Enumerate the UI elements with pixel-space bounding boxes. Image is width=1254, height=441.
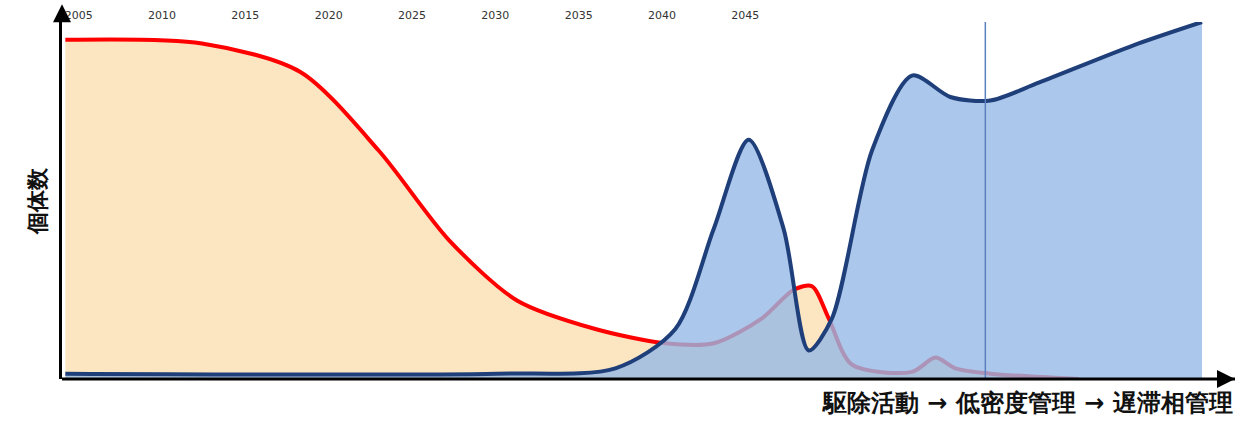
svg-text:2045: 2045 — [731, 9, 759, 22]
svg-text:2015: 2015 — [231, 9, 259, 22]
svg-text:2005: 2005 — [65, 9, 93, 22]
svg-text:2035: 2035 — [565, 9, 593, 22]
svg-text:駆除活動 → 低密度管理 → 遅滞相管理: 駆除活動 → 低密度管理 → 遅滞相管理 — [822, 389, 1233, 417]
svg-text:2030: 2030 — [481, 9, 509, 22]
svg-text:2025: 2025 — [398, 9, 426, 22]
svg-text:2040: 2040 — [648, 9, 676, 22]
svg-text:2010: 2010 — [148, 9, 176, 22]
svg-text:2020: 2020 — [315, 9, 343, 22]
svg-text:個体数: 個体数 — [25, 167, 50, 235]
